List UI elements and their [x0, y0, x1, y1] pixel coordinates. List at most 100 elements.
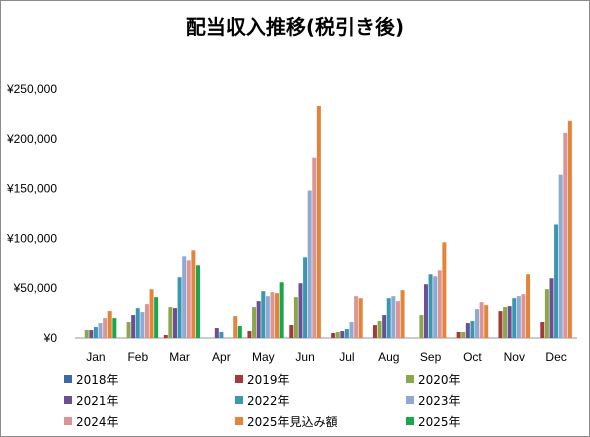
bar	[349, 322, 354, 338]
bar	[252, 307, 257, 338]
y-tick-label: ¥50,000	[13, 281, 58, 295]
y-tick-label: ¥200,000	[6, 132, 57, 146]
x-tick-label: Aug	[378, 350, 399, 364]
bar	[516, 296, 521, 338]
bar	[135, 308, 140, 338]
x-axis: Jan Feb Mar Apr May Jun Jul Aug Sep Oct Nov Dec	[86, 350, 567, 364]
x-tick-label: Jun	[295, 350, 314, 364]
y-axis: ¥0 ¥50,000 ¥100,000 ¥150,000 ¥200,000 ¥250,00…	[6, 82, 57, 345]
bar	[98, 323, 103, 338]
bar	[237, 326, 242, 338]
bar	[382, 315, 387, 338]
bar	[526, 274, 531, 338]
bar	[437, 270, 442, 338]
bar	[163, 335, 168, 338]
bar	[498, 311, 503, 338]
bar	[293, 297, 298, 338]
x-tick-label: Dec	[545, 350, 566, 364]
legend-label: 2018年	[76, 373, 119, 387]
bar	[391, 296, 396, 338]
y-tick-label: ¥0	[43, 331, 58, 345]
bar	[177, 277, 182, 338]
legend-label: 2022年	[247, 394, 290, 408]
bar	[423, 284, 428, 338]
legend: 2018年 2019年 2020年 2021年 2022年 2023年 2024年 2025年…	[64, 373, 461, 429]
bar	[303, 257, 308, 338]
y-tick-label: ¥100,000	[6, 231, 57, 245]
bar	[154, 297, 159, 338]
bar	[558, 174, 563, 338]
bar	[358, 298, 363, 338]
bar	[289, 325, 294, 338]
bar	[219, 332, 224, 338]
chart-title: 配当収入推移(税引き後)	[186, 15, 404, 39]
x-tick-label: Feb	[127, 350, 148, 364]
bar	[563, 132, 568, 338]
bar	[256, 301, 261, 338]
legend-label: 2025年	[418, 415, 461, 429]
bar	[461, 332, 466, 338]
bar	[298, 283, 303, 338]
bar	[567, 120, 572, 339]
bar	[131, 315, 136, 338]
bar	[265, 296, 270, 338]
bar	[479, 302, 484, 338]
legend-swatch	[235, 375, 243, 383]
bar	[521, 294, 526, 338]
legend-swatch	[406, 396, 414, 404]
x-tick-label: Nov	[504, 350, 525, 364]
bar	[549, 278, 554, 338]
bar	[503, 307, 508, 338]
bar	[168, 307, 173, 338]
bar	[140, 312, 145, 338]
bar	[89, 330, 94, 338]
bar	[214, 328, 219, 338]
x-tick-label: Sep	[420, 350, 442, 364]
bar	[107, 311, 112, 338]
bars-group	[84, 105, 572, 339]
legend-label: 2025年見込み額	[247, 415, 338, 429]
bar	[279, 282, 284, 338]
bar	[270, 292, 275, 338]
legend-label: 2023年	[418, 394, 461, 408]
bar	[419, 315, 424, 338]
legend-label: 2019年	[247, 373, 290, 387]
x-tick-label: Mar	[169, 350, 190, 364]
bar	[316, 105, 321, 339]
x-tick-label: May	[252, 350, 275, 364]
bar	[275, 293, 280, 338]
bar	[186, 260, 191, 338]
legend-swatch	[235, 417, 243, 425]
x-tick-label: Apr	[212, 350, 231, 364]
bar	[470, 321, 475, 338]
bar	[354, 296, 359, 338]
bar	[433, 276, 438, 338]
bar	[456, 332, 461, 338]
bar	[465, 323, 470, 338]
bar	[195, 265, 200, 338]
bar	[84, 330, 89, 338]
legend-label: 2024年	[76, 415, 119, 429]
bar	[182, 256, 187, 338]
bar	[512, 298, 517, 338]
bar	[344, 329, 349, 338]
bar	[386, 298, 391, 338]
bar	[331, 333, 336, 338]
legend-swatch	[406, 417, 414, 425]
x-tick-label: Jan	[86, 350, 105, 364]
bar	[93, 327, 98, 338]
bar	[112, 318, 117, 338]
bar	[544, 289, 549, 338]
bar	[149, 289, 154, 338]
bar	[312, 157, 317, 338]
bar	[191, 250, 196, 338]
x-tick-label: Jul	[339, 350, 354, 364]
bar	[103, 318, 108, 338]
bar	[261, 291, 266, 338]
bar	[126, 322, 131, 338]
bar	[144, 304, 149, 338]
bar	[340, 331, 345, 338]
bar	[442, 242, 447, 338]
